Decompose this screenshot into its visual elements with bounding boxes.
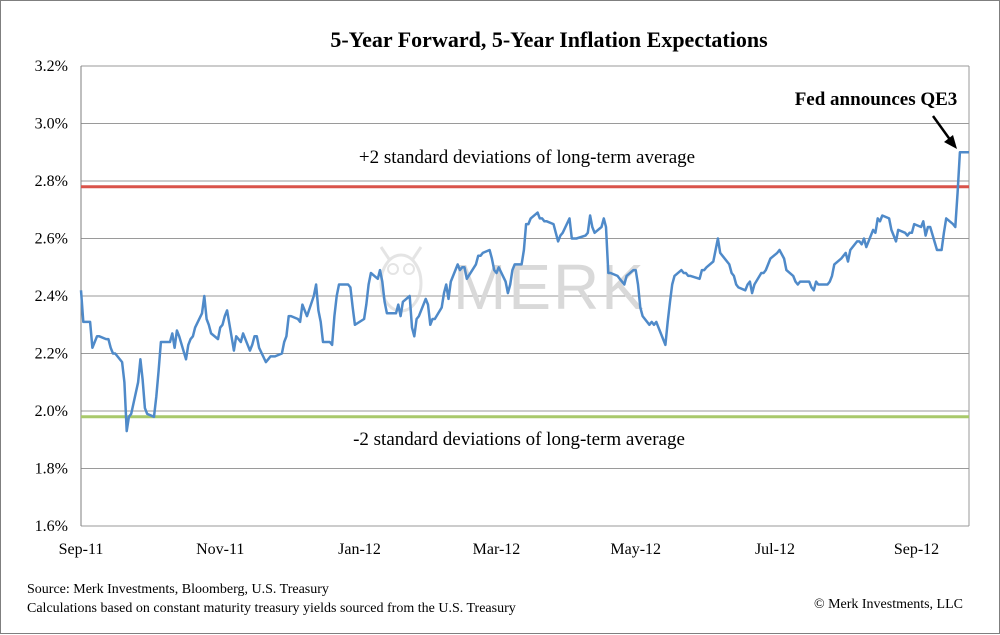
watermark-text: MERK: [453, 251, 646, 323]
x-tick-label: Sep-12: [894, 541, 939, 558]
y-tick-label: 2.0%: [35, 403, 68, 420]
reference-lines: [81, 185, 969, 419]
x-tick-label: Nov-11: [196, 541, 244, 558]
merk-watermark: MERK: [379, 246, 646, 323]
annotation-arrow-icon: [931, 115, 957, 149]
x-tick-label: Mar-12: [473, 541, 521, 558]
series-line: [79, 151, 969, 433]
x-tick-label: Jul-12: [755, 541, 795, 558]
x-axis-tick-labels: Sep-11 Nov-11 Jan-12 Mar-12 May-12 Jul-12 Sep-…: [59, 541, 940, 558]
chart-title: 5-Year Forward, 5-Year Inflation Expecta…: [330, 27, 768, 52]
owl-logo-icon: [379, 246, 423, 313]
x-tick-label: Sep-11: [59, 541, 104, 558]
y-tick-label: 2.2%: [35, 346, 68, 363]
qe3-annotation: Fed announces QE3: [795, 89, 958, 110]
y-tick-label: 1.6%: [35, 518, 68, 535]
upper-band-label: +2 standard deviations of long-term aver…: [359, 147, 695, 168]
y-tick-label: 2.6%: [35, 231, 68, 248]
y-tick-label: 3.2%: [35, 58, 68, 75]
copyright-note: © Merk Investments, LLC: [814, 597, 963, 612]
x-tick-label: Jan-12: [338, 541, 381, 558]
y-tick-label: 1.8%: [35, 461, 68, 478]
calculation-note: Calculations based on constant maturity …: [27, 601, 516, 616]
y-tick-label: 2.4%: [35, 288, 68, 305]
y-tick-label: 2.8%: [35, 173, 68, 190]
x-tick-label: May-12: [610, 541, 661, 558]
lower-band-label: -2 standard deviations of long-term aver…: [353, 429, 685, 450]
y-axis-tick-labels: 1.6% 1.8% 2.0% 2.2% 2.4% 2.6% 2.8% 3.0% 3.2%: [35, 58, 68, 535]
source-note: Source: Merk Investments, Bloomberg, U.S…: [27, 582, 329, 597]
y-tick-label: 3.0%: [35, 116, 68, 133]
